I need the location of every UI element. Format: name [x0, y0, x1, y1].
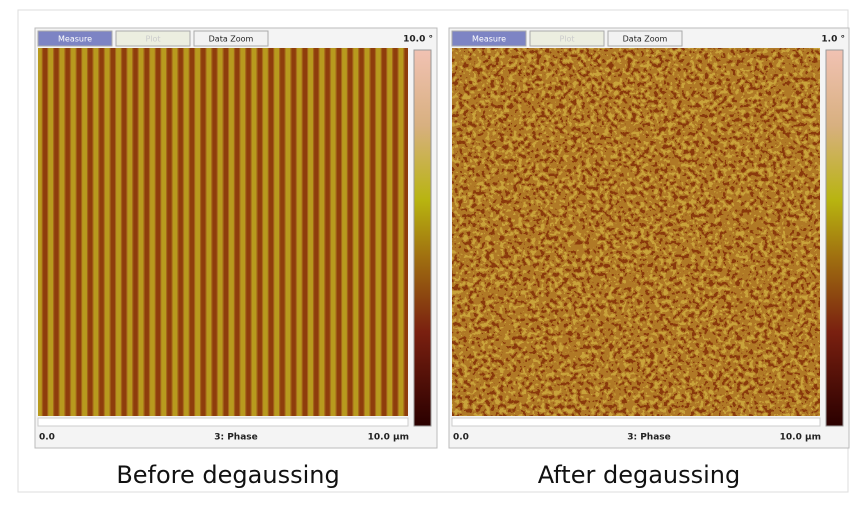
afm-noise: [452, 48, 820, 416]
channel: 3: Phase: [627, 433, 671, 443]
scroll-bar: [451, 417, 821, 427]
x-start: 0.0: [453, 433, 469, 443]
tab-label[interactable]: Plot: [145, 35, 160, 44]
tab[interactable]: [451, 30, 527, 47]
tab-label[interactable]: Data Zoom: [623, 35, 668, 44]
scale-max: 1.0 °: [821, 35, 845, 45]
tab[interactable]: [37, 30, 113, 47]
scroll-bar: [37, 417, 409, 427]
caption: After degaussing: [538, 461, 741, 489]
x-end: 10.0 µm: [368, 433, 409, 443]
tab[interactable]: [607, 30, 683, 47]
tab-label[interactable]: Data Zoom: [209, 35, 254, 44]
tab-label[interactable]: Measure: [58, 35, 92, 44]
x-start: 0.0: [39, 433, 55, 443]
tab[interactable]: [193, 30, 269, 47]
scale-max: 10.0 °: [403, 35, 433, 45]
tab[interactable]: [115, 30, 191, 47]
tab-label[interactable]: Plot: [559, 35, 574, 44]
channel: 3: Phase: [214, 433, 258, 443]
afm-image: [38, 48, 408, 416]
tab[interactable]: [529, 30, 605, 47]
color-bar: [413, 49, 432, 427]
color-bar: [825, 49, 844, 427]
tab-label[interactable]: Measure: [472, 35, 506, 44]
caption: Before degaussing: [116, 461, 339, 489]
x-end: 10.0 µm: [780, 433, 821, 443]
